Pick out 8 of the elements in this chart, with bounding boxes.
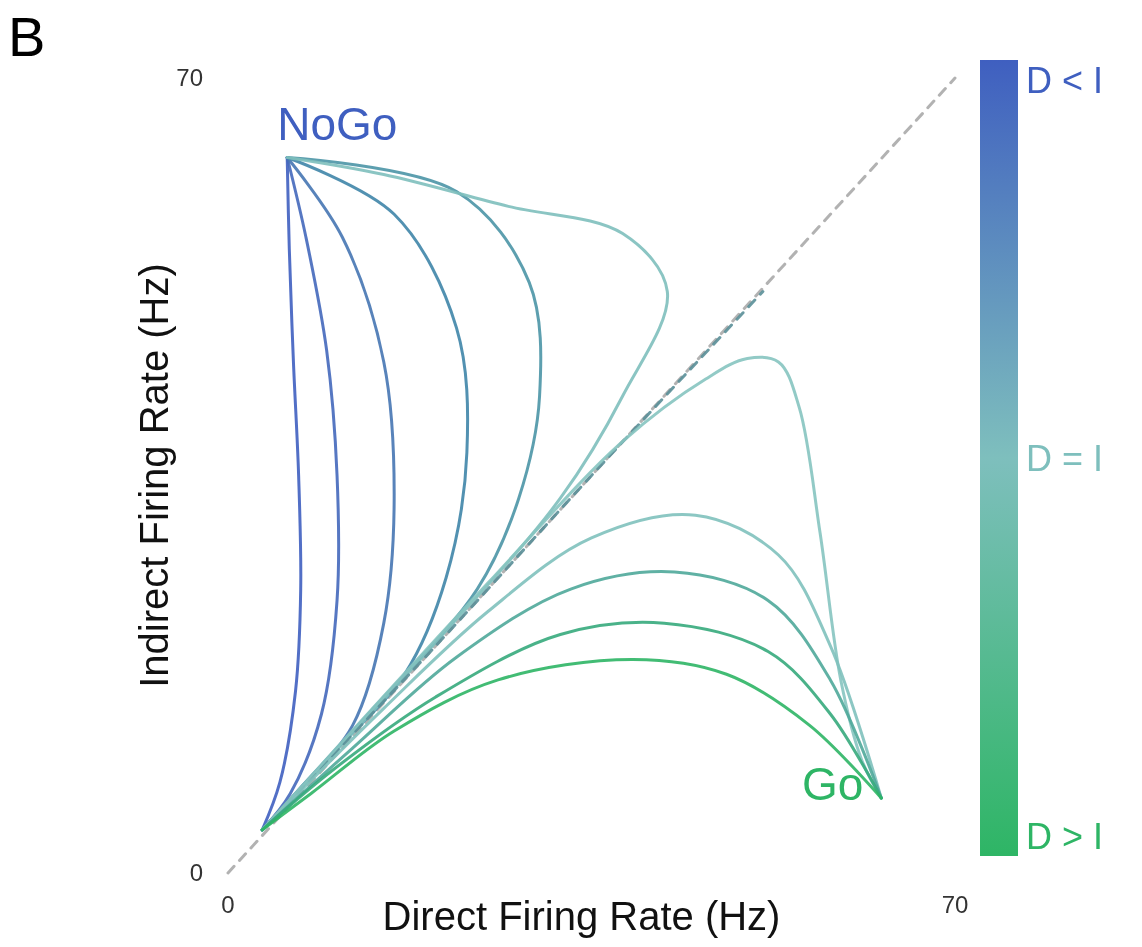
text: D = I — [1026, 438, 1104, 479]
text: D > I — [1026, 816, 1104, 857]
annotation: NoGo — [277, 97, 398, 150]
annotation: Go — [801, 758, 864, 811]
y-axis-title: Indirect Firing Rate (Hz) — [132, 263, 176, 688]
text: D < I — [1026, 60, 1104, 101]
x-axis-title: Direct Firing Rate (Hz) — [382, 894, 781, 938]
text: B — [8, 5, 46, 68]
